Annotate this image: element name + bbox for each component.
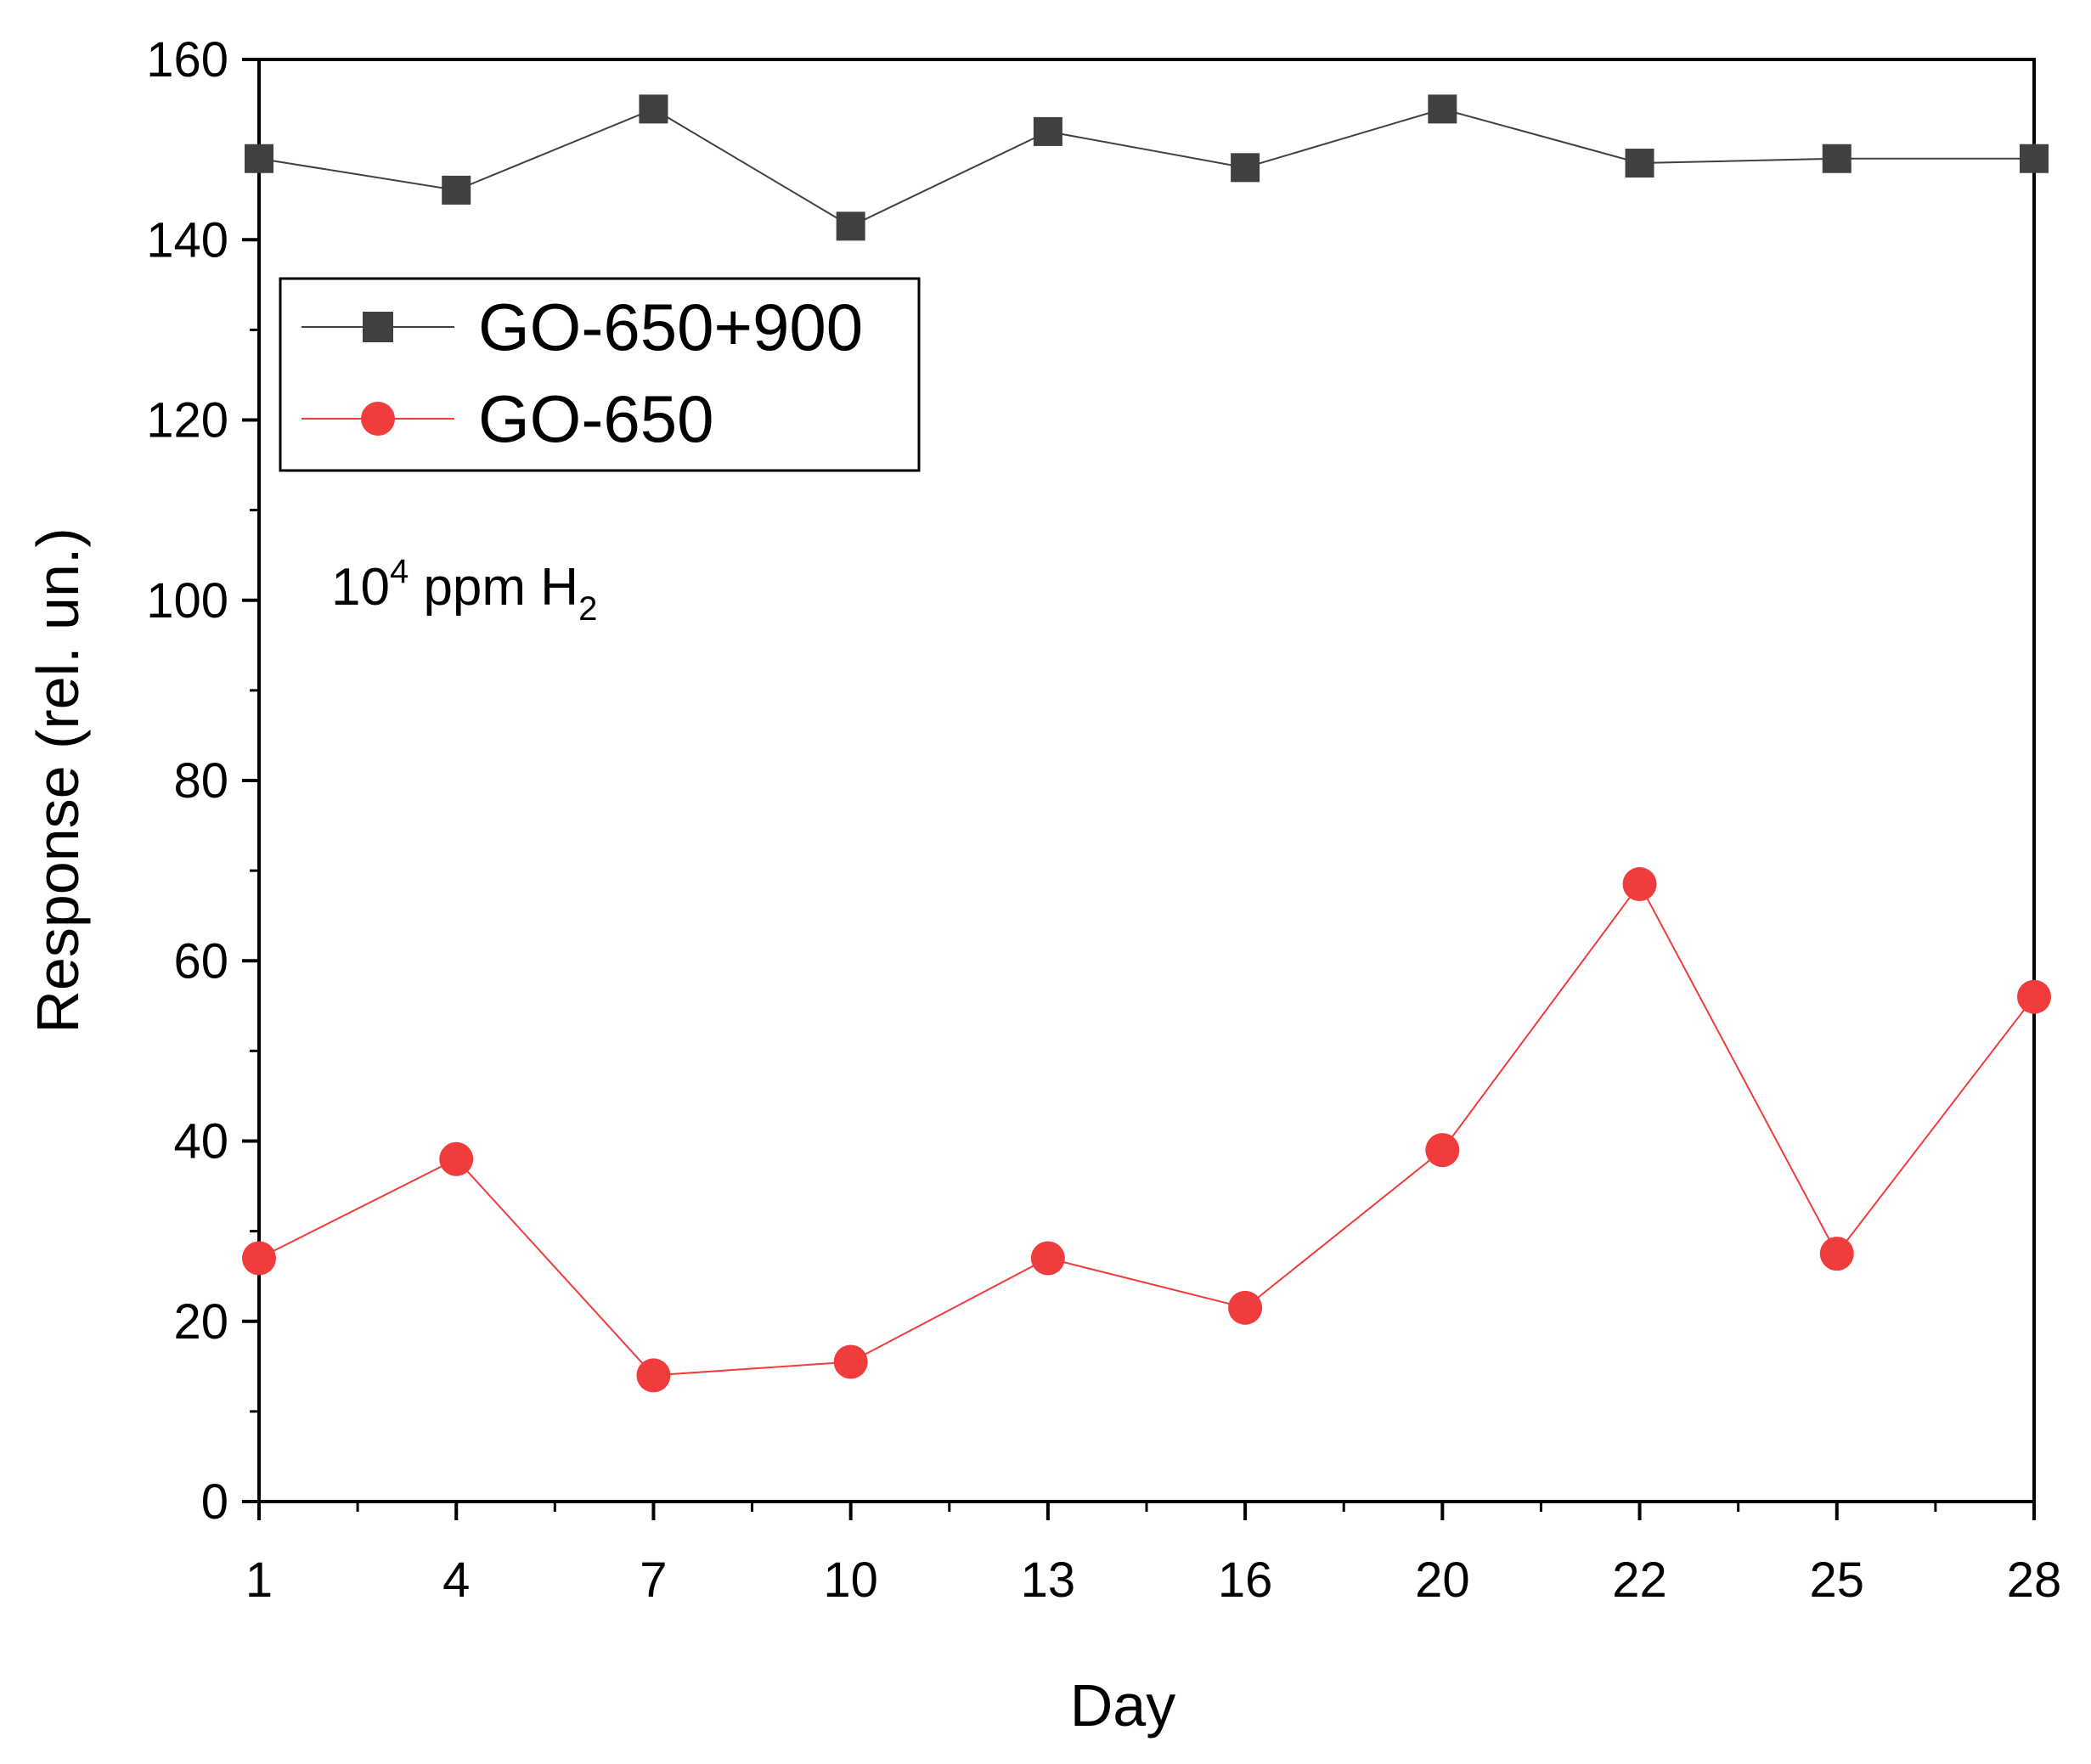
y-tick-label-120: 120 (146, 393, 228, 448)
point-go-650-day-4 (439, 1141, 474, 1176)
series-line-go-650-900 (258, 108, 2034, 228)
point-go-650-day-1 (242, 1241, 276, 1276)
point-go-650-900-day-22 (1625, 149, 1654, 178)
x-axis-title: Day (1070, 1672, 1175, 1739)
point-go-650-900-day-4 (442, 175, 471, 205)
x-tick-label-20: 20 (1415, 1553, 1470, 1608)
point-go-650-900-day-7 (639, 94, 668, 124)
point-go-650-900-day-1 (245, 144, 273, 173)
legend-marker-go-650-900 (363, 312, 393, 342)
point-go-650-day-13 (1030, 1241, 1065, 1276)
legend: GO-650+900 GO-650 (279, 277, 921, 472)
point-go-650-900-day-10 (836, 211, 865, 241)
y-tick-label-160: 160 (146, 32, 228, 87)
x-tick-label-10: 10 (823, 1553, 878, 1608)
y-tick-label-0: 0 (201, 1474, 228, 1530)
annotation-exponent: 4 (390, 553, 409, 590)
x-tick-label-13: 13 (1021, 1553, 1076, 1608)
point-go-650-day-25 (1819, 1237, 1854, 1271)
point-go-650-day-10 (833, 1344, 868, 1379)
annotation-subscript: 2 (578, 590, 597, 628)
y-tick-label-140: 140 (146, 212, 228, 268)
y-tick-label-80: 80 (173, 753, 228, 809)
point-go-650-900-day-25 (1822, 144, 1851, 173)
concentration-annotation: 104 ppm H2 (331, 553, 597, 628)
y-tick-label-60: 60 (173, 933, 228, 989)
y-tick-label-20: 20 (173, 1294, 228, 1350)
point-go-650-900-day-20 (1428, 94, 1457, 124)
point-go-650-day-16 (1228, 1290, 1263, 1325)
x-tick-label-25: 25 (1810, 1553, 1865, 1608)
x-tick-label-1: 1 (245, 1553, 273, 1608)
point-go-650-900-day-28 (2020, 144, 2049, 173)
point-go-650-900-day-16 (1231, 153, 1260, 183)
legend-box (279, 277, 921, 472)
annotation-text: ppm H (409, 558, 578, 617)
point-go-650-day-28 (2017, 979, 2051, 1014)
series-line-go-650 (258, 882, 2035, 1377)
point-go-650-day-22 (1622, 867, 1657, 902)
y-axis-ticks: 0 20 40 60 80 100 120 140 160 (146, 32, 259, 1530)
x-tick-label-7: 7 (640, 1553, 667, 1608)
x-tick-label-16: 16 (1218, 1553, 1273, 1608)
point-go-650-900-day-13 (1033, 116, 1062, 146)
legend-label-go-650: GO-650 (478, 381, 713, 456)
series-layer (242, 94, 2051, 1393)
point-go-650-day-20 (1425, 1133, 1460, 1168)
legend-label-go-650-900: GO-650+900 (478, 290, 863, 364)
y-tick-label-40: 40 (173, 1114, 228, 1169)
point-go-650-day-7 (636, 1358, 671, 1393)
x-tick-label-28: 28 (2007, 1553, 2062, 1608)
x-tick-label-22: 22 (1612, 1553, 1667, 1608)
y-tick-label-100: 100 (146, 573, 228, 628)
x-tick-label-4: 4 (442, 1553, 470, 1608)
x-axis-ticks: 1 4 7 10 13 16 20 22 25 28 (245, 1502, 2061, 1608)
annotation-base: 10 (331, 558, 390, 617)
legend-marker-go-650 (361, 402, 395, 436)
y-axis-title: Response (rel. un.) (25, 527, 91, 1033)
